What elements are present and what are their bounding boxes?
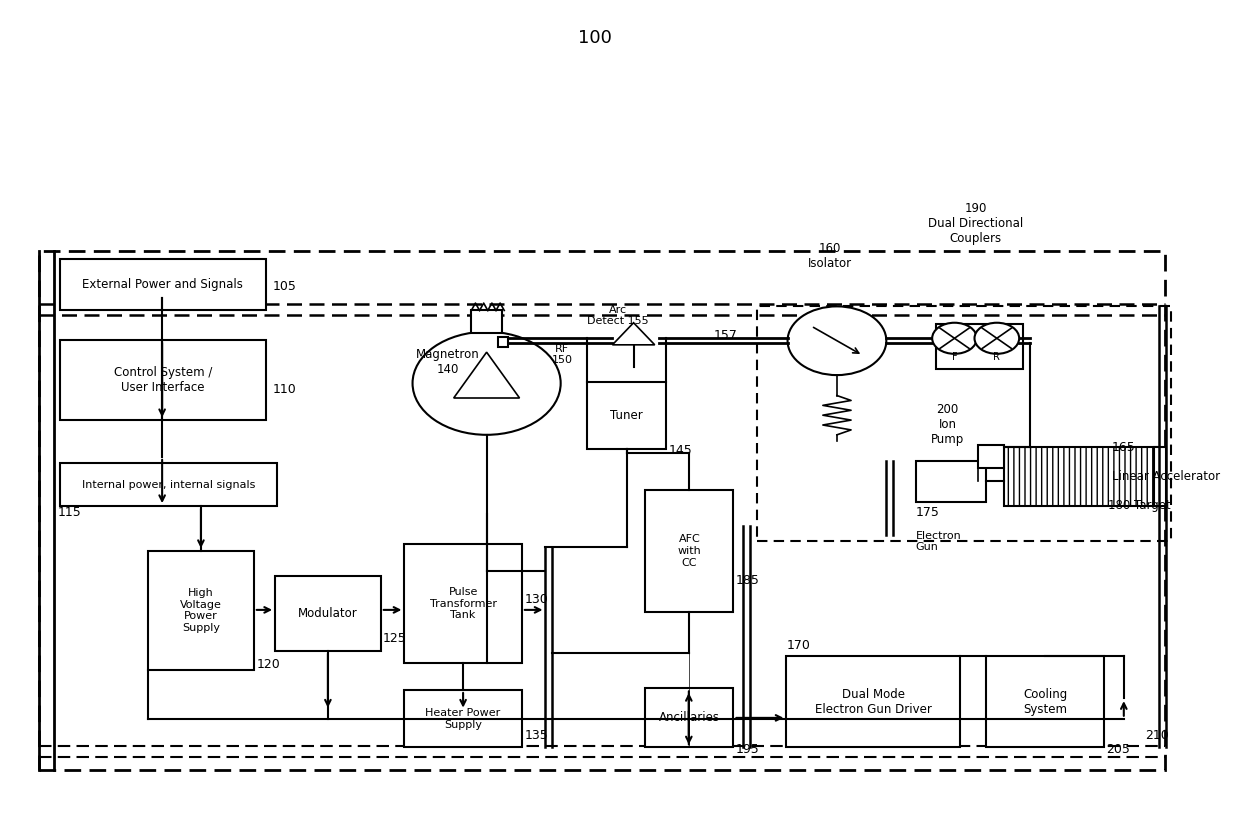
Text: 190
Dual Directional
Couplers: 190 Dual Directional Couplers [928,202,1023,245]
Text: 105: 105 [273,280,296,293]
Text: High
Voltage
Power
Supply: High Voltage Power Supply [180,588,222,632]
Text: Linear Accelerator: Linear Accelerator [1112,455,1220,483]
Bar [915,461,986,502]
Bar [786,656,961,747]
Bar [939,350,970,364]
Bar [982,350,1012,364]
Text: Dual Mode
Electron Gun Driver: Dual Mode Electron Gun Driver [815,687,931,716]
Circle shape [932,323,977,354]
Text: 160
Isolator: 160 Isolator [807,242,852,270]
Text: F: F [952,352,957,362]
Text: R: R [993,352,1001,362]
Circle shape [787,306,887,375]
Text: Control System /
User Interface: Control System / User Interface [114,366,212,394]
Bar [275,576,381,651]
Text: 120: 120 [257,658,280,671]
Text: 145: 145 [668,443,693,457]
Bar [986,656,1104,747]
Bar [587,382,666,448]
Text: RF
150: RF 150 [552,344,573,365]
Text: 100: 100 [578,29,611,47]
Bar [471,310,502,334]
Bar [1154,447,1166,506]
Text: Pulse
Transformer
Tank: Pulse Transformer Tank [429,587,496,621]
Text: Arc
Detect 155: Arc Detect 155 [588,305,649,326]
Text: AFC
with
CC: AFC with CC [677,534,702,567]
Text: 200
Ion
Pump: 200 Ion Pump [931,403,963,446]
Text: 170: 170 [786,639,810,651]
Text: 165: 165 [1112,441,1136,453]
Bar [645,688,734,747]
Text: 157: 157 [713,329,738,342]
Bar [978,445,1004,468]
Bar [148,551,254,670]
Circle shape [975,323,1019,354]
Bar [404,544,522,663]
Polygon shape [454,352,520,398]
Text: Cooling
System: Cooling System [1023,687,1068,716]
Text: 185: 185 [735,574,760,587]
Text: 210: 210 [1145,729,1168,741]
Bar [60,463,278,506]
Text: Tuner: Tuner [610,409,642,422]
Text: 110: 110 [273,384,296,396]
Text: 175: 175 [915,506,940,519]
Bar [936,324,1023,369]
Bar [38,250,1164,770]
Text: 205: 205 [1106,743,1130,756]
Text: 125: 125 [383,632,407,645]
Text: Electron
Gun: Electron Gun [915,519,961,552]
Bar [645,489,734,612]
Bar [404,690,522,747]
Text: 180 Target: 180 Target [1109,499,1171,513]
Bar [1004,447,1157,506]
Circle shape [413,332,560,435]
Text: 115: 115 [57,506,82,519]
Text: 195: 195 [735,743,760,756]
Bar [60,259,265,310]
Text: 135: 135 [525,729,548,741]
Text: Heater Power
Supply: Heater Power Supply [425,708,501,730]
Bar [60,340,265,420]
Text: 130: 130 [525,592,548,606]
Polygon shape [613,323,655,344]
Bar [498,338,507,347]
Text: Internal power, internal signals: Internal power, internal signals [82,480,255,490]
Text: Modulator: Modulator [298,607,358,620]
Bar [756,305,1171,541]
Text: Magnetron
140: Magnetron 140 [415,348,480,376]
Text: External Power and Signals: External Power and Signals [82,278,243,291]
Text: Ancillaries: Ancillaries [658,711,720,725]
